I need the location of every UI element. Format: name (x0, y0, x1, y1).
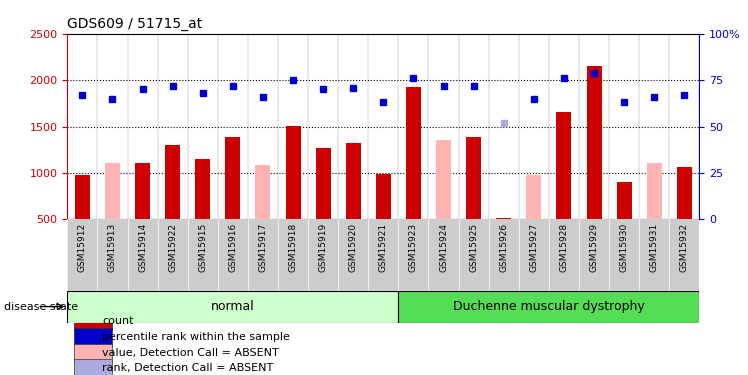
Bar (73, 312, 111, 330)
Bar (165, 145, 180, 219)
Bar (406, 87, 421, 219)
Text: rank, Detection Call = ABSENT: rank, Detection Call = ABSENT (102, 363, 273, 374)
Text: GSM15921: GSM15921 (378, 223, 388, 272)
Bar (73, 359, 111, 375)
Text: GSM15922: GSM15922 (168, 223, 177, 272)
Text: count: count (102, 316, 134, 326)
Text: GSM15932: GSM15932 (680, 223, 689, 272)
Bar (586, 66, 601, 219)
Bar (255, 165, 271, 219)
Text: GSM15925: GSM15925 (469, 223, 478, 272)
Text: GSM15931: GSM15931 (650, 223, 659, 272)
Bar (67, 291, 399, 322)
Text: percentile rank within the sample: percentile rank within the sample (102, 332, 290, 342)
Bar (616, 182, 631, 219)
Text: value, Detection Call = ABSENT: value, Detection Call = ABSENT (102, 348, 279, 358)
Bar (135, 163, 150, 219)
Bar (286, 126, 301, 219)
Text: GSM15912: GSM15912 (78, 223, 87, 272)
Text: disease state: disease state (4, 302, 78, 312)
Bar (225, 137, 240, 219)
Text: GSM15913: GSM15913 (108, 223, 117, 272)
Bar (195, 159, 210, 219)
Text: GSM15923: GSM15923 (409, 223, 418, 272)
Bar (73, 344, 111, 362)
Bar (527, 175, 542, 219)
Text: GSM15924: GSM15924 (439, 223, 448, 272)
Bar (436, 140, 451, 219)
Bar (399, 291, 699, 322)
Text: GSM15920: GSM15920 (349, 223, 358, 272)
Text: GSM15918: GSM15918 (289, 223, 298, 272)
Bar (677, 167, 692, 219)
Text: GSM15916: GSM15916 (228, 223, 237, 272)
Bar (73, 328, 111, 346)
Text: GSM15928: GSM15928 (560, 223, 568, 272)
Text: GSM15926: GSM15926 (499, 223, 508, 272)
Text: GSM15914: GSM15914 (138, 223, 147, 272)
Text: GSM15927: GSM15927 (530, 223, 539, 272)
Text: GDS609 / 51715_at: GDS609 / 51715_at (67, 17, 203, 32)
Text: GSM15915: GSM15915 (198, 223, 207, 272)
Bar (466, 137, 481, 219)
Text: GSM15929: GSM15929 (589, 223, 598, 272)
Text: GSM15919: GSM15919 (319, 223, 328, 272)
Bar (647, 163, 662, 219)
Text: GSM15930: GSM15930 (619, 223, 628, 272)
Bar (346, 143, 361, 219)
Text: GSM15917: GSM15917 (259, 223, 268, 272)
Text: normal: normal (211, 300, 255, 313)
Bar (496, 217, 512, 219)
Bar (375, 174, 391, 219)
Bar (105, 163, 120, 219)
Text: Duchenne muscular dystrophy: Duchenne muscular dystrophy (453, 300, 645, 313)
Bar (557, 112, 571, 219)
Bar (75, 175, 90, 219)
Bar (316, 148, 331, 219)
